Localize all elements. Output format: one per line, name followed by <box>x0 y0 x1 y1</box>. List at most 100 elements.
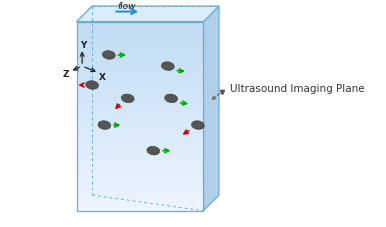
Bar <box>76 35 203 37</box>
Bar <box>76 159 203 160</box>
Bar <box>76 126 203 128</box>
Bar <box>76 134 203 136</box>
Bar <box>76 160 203 162</box>
Bar <box>76 96 203 98</box>
Bar <box>76 168 203 170</box>
Bar <box>76 65 203 67</box>
Bar <box>76 30 203 32</box>
Ellipse shape <box>102 52 115 60</box>
Bar <box>76 179 203 181</box>
Bar <box>76 153 203 154</box>
Bar <box>76 194 203 195</box>
Bar <box>76 98 203 99</box>
Bar <box>76 29 203 30</box>
Bar <box>76 115 203 117</box>
Bar <box>76 22 203 24</box>
Bar <box>76 165 203 167</box>
Bar <box>76 55 203 57</box>
Bar <box>76 93 203 95</box>
Bar <box>76 99 203 101</box>
Bar <box>76 156 203 158</box>
Bar <box>76 198 203 200</box>
Bar <box>76 48 203 49</box>
Bar <box>76 44 203 46</box>
Bar <box>76 118 203 120</box>
Bar <box>76 62 203 63</box>
Bar <box>76 137 203 139</box>
Bar <box>76 183 203 184</box>
Bar <box>76 140 203 142</box>
Bar <box>76 184 203 186</box>
Bar <box>76 121 203 123</box>
Bar <box>76 158 203 159</box>
Bar <box>76 208 203 209</box>
Bar <box>76 95 203 96</box>
Text: Y: Y <box>80 41 86 50</box>
Bar <box>76 60 203 62</box>
Text: Ultrasound Imaging Plane: Ultrasound Imaging Plane <box>230 84 365 94</box>
Bar <box>76 206 203 208</box>
Bar <box>76 136 203 137</box>
Bar <box>76 205 203 206</box>
Bar <box>76 162 203 164</box>
Polygon shape <box>203 7 219 211</box>
Bar <box>76 106 203 107</box>
Ellipse shape <box>86 81 98 90</box>
Bar <box>76 190 203 192</box>
Bar <box>76 170 203 172</box>
Bar <box>76 110 203 112</box>
Text: Z: Z <box>62 70 69 79</box>
Bar <box>76 41 203 43</box>
Bar <box>76 200 203 201</box>
Bar <box>76 33 203 35</box>
Polygon shape <box>76 7 219 22</box>
Bar <box>76 154 203 156</box>
Bar <box>76 164 203 165</box>
Bar <box>76 104 203 106</box>
Bar <box>76 40 203 41</box>
Bar <box>76 57 203 59</box>
Bar <box>76 120 203 121</box>
Bar <box>76 77 203 79</box>
Bar <box>76 76 203 77</box>
Bar <box>76 87 203 88</box>
Bar <box>76 38 203 40</box>
Bar <box>76 52 203 54</box>
Bar <box>76 67 203 68</box>
Bar <box>76 143 203 145</box>
Bar <box>76 69 203 71</box>
Bar <box>76 46 203 48</box>
Bar <box>76 81 203 82</box>
Ellipse shape <box>147 147 160 155</box>
Bar <box>76 186 203 187</box>
Bar <box>76 189 203 190</box>
Bar <box>76 176 203 178</box>
Bar <box>76 175 203 176</box>
Bar <box>76 142 203 143</box>
Bar <box>76 49 203 51</box>
Bar <box>76 71 203 73</box>
Bar <box>76 88 203 90</box>
Bar <box>76 145 203 146</box>
Bar <box>76 85 203 87</box>
Bar <box>76 129 203 131</box>
Bar <box>76 90 203 91</box>
Bar <box>76 192 203 194</box>
Bar <box>76 148 203 150</box>
Bar <box>76 195 203 197</box>
Bar <box>76 124 203 126</box>
Text: flow: flow <box>117 2 136 11</box>
Bar <box>76 151 203 153</box>
Bar <box>76 73 203 74</box>
Bar <box>76 117 203 118</box>
Bar <box>76 84 203 85</box>
Bar <box>76 203 203 205</box>
Bar <box>76 103 203 104</box>
Bar <box>76 63 203 65</box>
Bar <box>76 91 203 93</box>
Ellipse shape <box>161 62 174 71</box>
Bar <box>76 172 203 173</box>
Bar <box>76 181 203 183</box>
Bar <box>76 27 203 29</box>
Bar <box>76 197 203 198</box>
